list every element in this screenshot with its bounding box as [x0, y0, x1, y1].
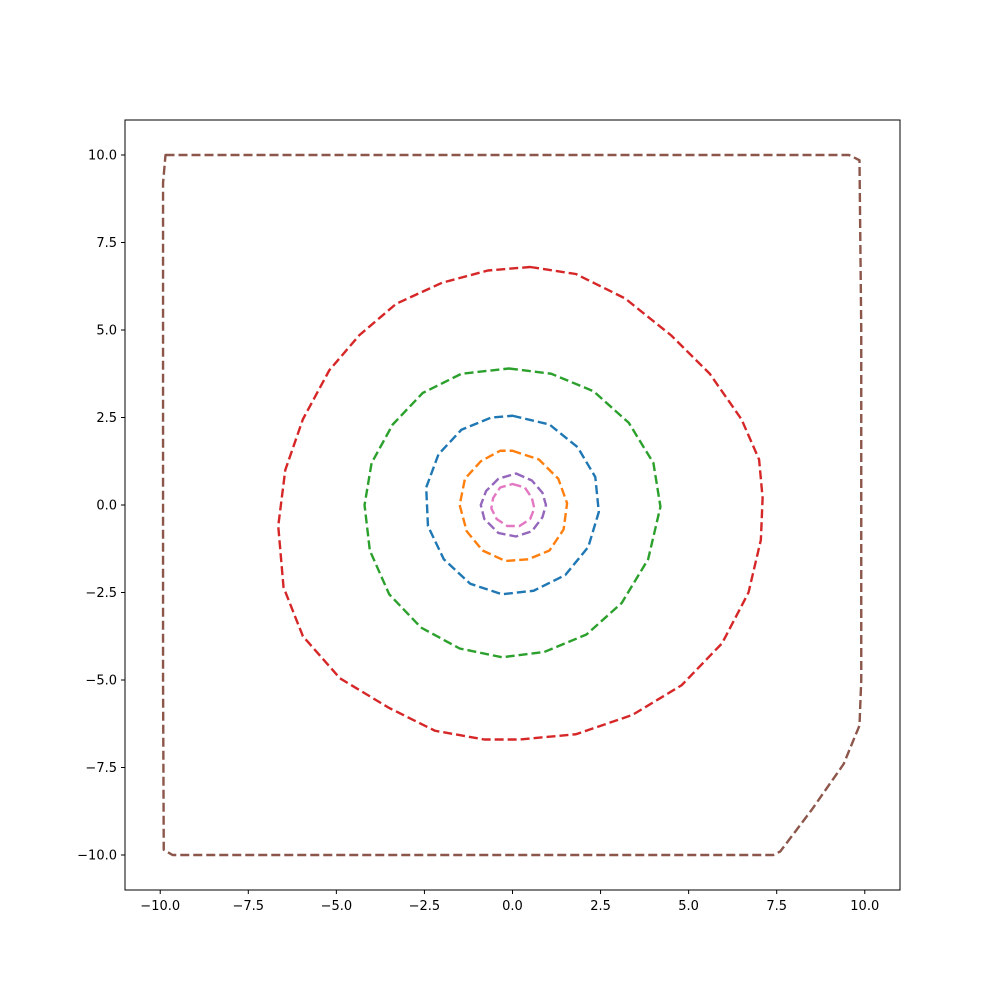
y-ticks: −10.0 −7.5 −5.0 −2.5 0.0 2.5 5.0 7.5 10.0 — [77, 149, 125, 864]
contour-line-5 — [363, 367, 662, 659]
y-tick-label: −5.0 — [85, 674, 117, 689]
contour-line-6 — [277, 265, 764, 741]
contour-line-4 — [424, 414, 601, 596]
y-tick-label: 0.0 — [96, 499, 117, 514]
x-tick-label: 10.0 — [850, 899, 879, 914]
y-tick-label: 5.0 — [96, 324, 117, 339]
y-tick-label: 7.5 — [96, 236, 117, 251]
x-tick-label: −10.0 — [140, 899, 180, 914]
contour-line-1 — [490, 482, 536, 528]
y-tick-label: 10.0 — [88, 149, 117, 164]
x-tick-label: 7.5 — [766, 899, 787, 914]
axes-frame — [124, 119, 901, 891]
contour-line-3 — [458, 449, 569, 563]
y-tick-label: −7.5 — [85, 761, 117, 776]
x-tick-label: −2.5 — [409, 899, 441, 914]
x-tick-label: −7.5 — [233, 899, 265, 914]
series-layer — [161, 153, 863, 857]
y-tick-label: −10.0 — [77, 849, 117, 864]
x-ticks: −10.0 −7.5 −5.0 −2.5 0.0 2.5 5.0 7.5 10.0 — [140, 890, 879, 914]
x-tick-label: 0.0 — [502, 899, 523, 914]
x-tick-label: 2.5 — [590, 899, 611, 914]
contour-line-2 — [479, 472, 548, 538]
x-tick-label: 5.0 — [678, 899, 699, 914]
x-tick-label: −5.0 — [321, 899, 353, 914]
contour-line-7 — [161, 153, 863, 857]
y-tick-label: 2.5 — [96, 411, 117, 426]
y-tick-label: −2.5 — [85, 586, 117, 601]
